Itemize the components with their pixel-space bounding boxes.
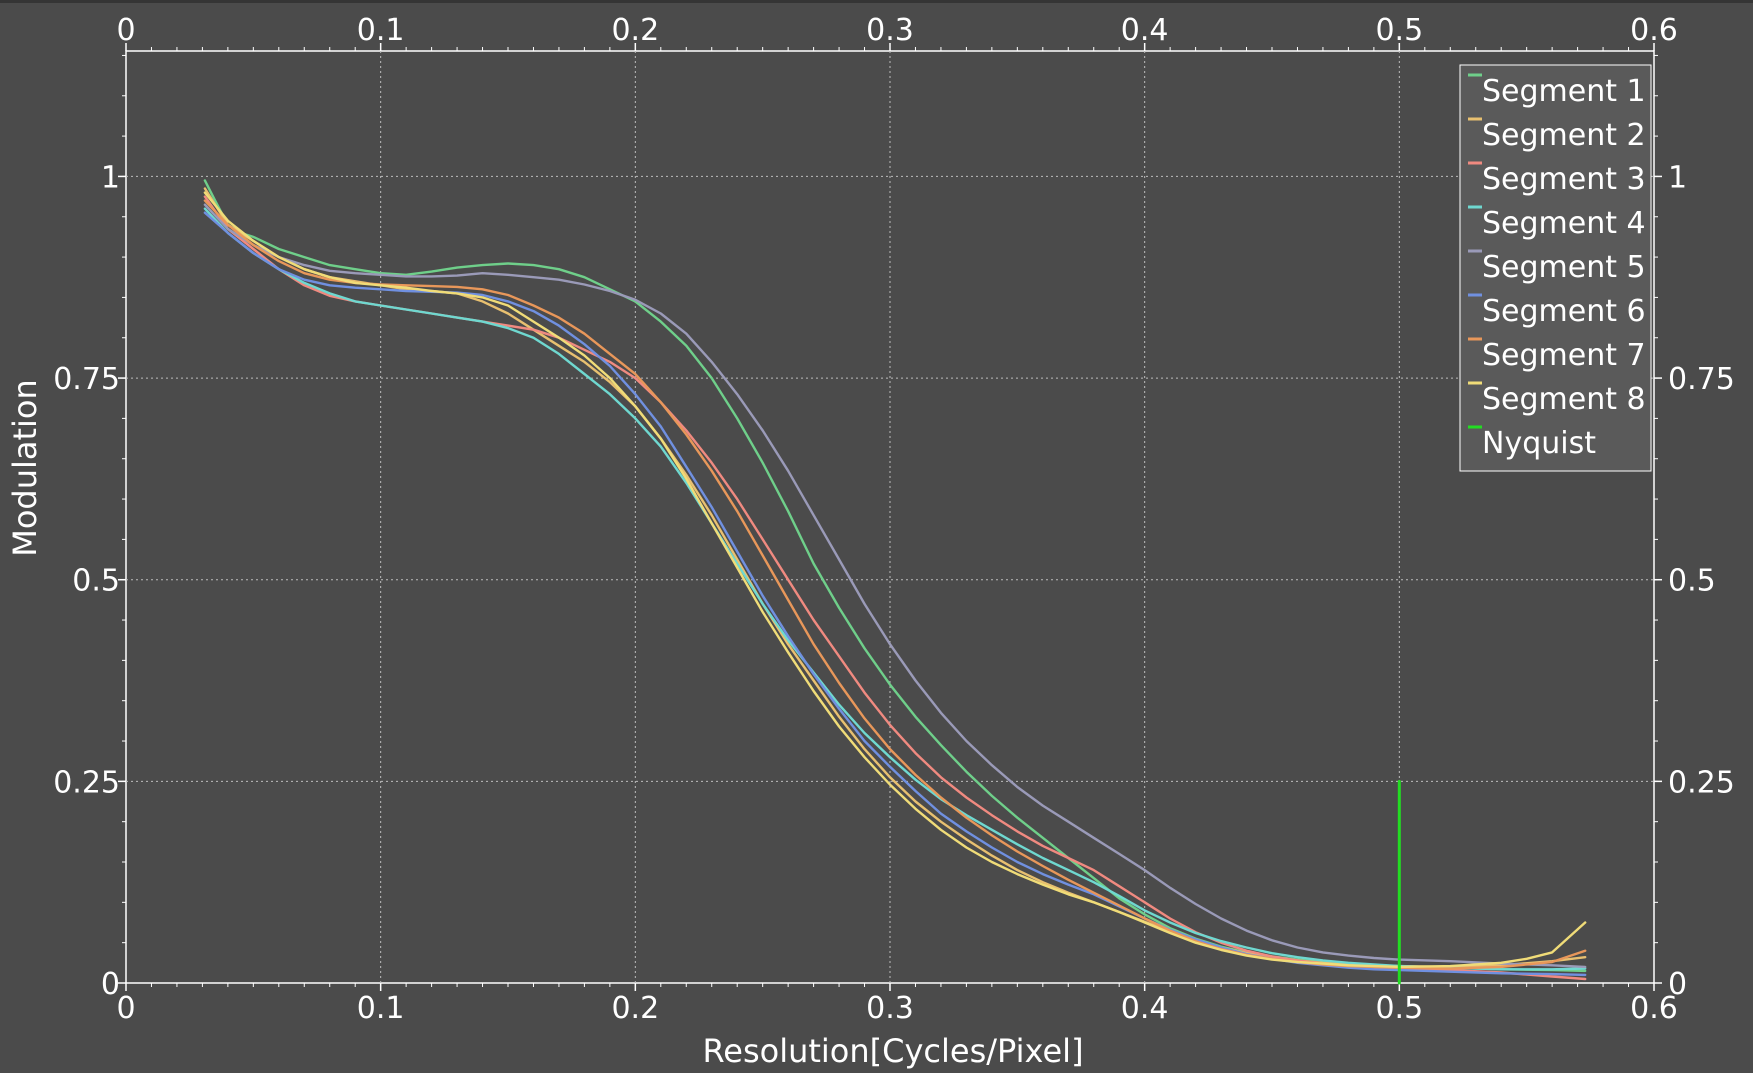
- x-tick-label: 0.2: [611, 991, 659, 1026]
- legend-entry-label[interactable]: Segment 8: [1482, 382, 1646, 417]
- series-line-segment-5: [203, 203, 1587, 969]
- window-top-border: [0, 0, 1753, 3]
- legend-entry-label[interactable]: Segment 5: [1482, 250, 1646, 285]
- series-line-segment-8: [203, 191, 1587, 969]
- x-top-tick-label: 0.1: [357, 13, 405, 48]
- y-tick-label: 1: [101, 160, 120, 195]
- legend-entry-label[interactable]: Nyquist: [1482, 426, 1596, 461]
- x-top-tick-label: 0.3: [866, 13, 914, 48]
- y-tick-label: 0.5: [72, 564, 120, 599]
- legend-box: [1459, 64, 1652, 472]
- axis-ticks: [118, 43, 1662, 991]
- series-line-segment-4: [203, 207, 1587, 971]
- x-top-tick-label: 0.4: [1121, 13, 1169, 48]
- y-right-tick-label: 0.75: [1668, 362, 1735, 397]
- y-tick-label: 0: [101, 967, 120, 1002]
- x-top-tick-label: 0.2: [611, 13, 659, 48]
- legend-entry-label[interactable]: Segment 2: [1482, 118, 1646, 153]
- tick-labels: 000.10.10.20.20.30.30.40.40.50.50.60.60 0…: [53, 13, 1735, 1026]
- y-tick-label: 0.75: [53, 362, 120, 397]
- x-tick-label: 0.6: [1630, 991, 1678, 1026]
- legend[interactable]: Segment 1 Segment 2 Segment 3 Segment 4 Segm…: [1459, 64, 1652, 472]
- x-tick-label: 0.1: [357, 991, 405, 1026]
- y-tick-label: 0.25: [53, 765, 120, 800]
- y-right-tick-label: 1: [1668, 160, 1687, 195]
- series-lines: [203, 179, 1587, 985]
- y-axis-title: Modulation: [6, 379, 44, 557]
- x-axis-title: Resolution[Cycles/Pixel]: [702, 1032, 1083, 1070]
- x-tick-label: 0: [116, 991, 135, 1026]
- x-top-tick-label: 0.5: [1375, 13, 1423, 48]
- legend-entry-label[interactable]: Segment 7: [1482, 338, 1646, 373]
- grid-lines: [126, 51, 1654, 983]
- legend-entry-label[interactable]: Segment 4: [1482, 206, 1646, 241]
- x-top-tick-label: 0: [116, 13, 135, 48]
- legend-entry-label[interactable]: Segment 6: [1482, 294, 1646, 329]
- y-right-tick-label: 0: [1668, 967, 1687, 1002]
- legend-entry-label[interactable]: Segment 3: [1482, 162, 1646, 197]
- y-right-tick-label: 0.25: [1668, 765, 1735, 800]
- x-tick-label: 0.5: [1375, 991, 1423, 1026]
- legend-entry-label[interactable]: Segment 1: [1482, 74, 1646, 109]
- x-tick-label: 0.4: [1121, 991, 1169, 1026]
- x-top-tick-label: 0.6: [1630, 13, 1678, 48]
- y-right-tick-label: 0.5: [1668, 564, 1716, 599]
- x-tick-label: 0.3: [866, 991, 914, 1026]
